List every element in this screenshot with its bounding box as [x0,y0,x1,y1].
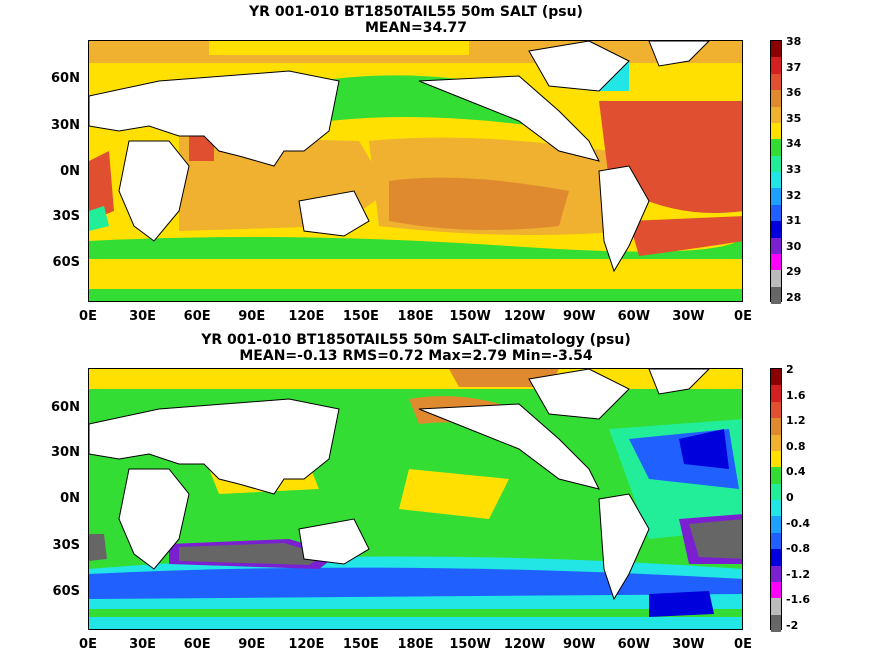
map2-colorbar-label: -1.6 [786,593,811,607]
map2-lon-label: 150W [449,637,491,652]
map1-colorbar-swatch [771,139,781,157]
map1-lon-label: 150E [342,309,379,324]
map1-colorbar-swatch [771,237,781,255]
map1-colorbar-label: 34 [786,137,802,151]
map1-lon-label: 120E [288,309,325,324]
map2-colorbar-swatch [771,598,781,616]
map1-colorbar-label: 37 [786,60,802,74]
map1-lat-30n: 30N [51,118,80,133]
map1-colorbar-swatch [771,270,781,288]
map2-colorbar-swatch [771,500,781,517]
map1-colorbar-swatch [771,204,781,222]
map2-colorbar-swatch [771,532,781,550]
map1-title: YR 001-010 BT1850TAIL55 50m SALT (psu) [249,4,583,20]
map2-colorbar-label: 0.8 [786,439,806,453]
map1-colorbar-label: 33 [786,163,802,176]
map2-lat-60s: 60S [52,584,80,599]
map2-lon-label: 120E [288,637,325,652]
map2-colorbar-swatch [771,565,781,583]
map2-salinity-anomaly [88,368,743,630]
map1-colorbar-swatch [771,41,781,58]
map1-lon-label: 60W [617,309,651,324]
map2-colorbar-swatch [771,450,781,468]
map1-lon-label: 180E [397,309,434,324]
map2-lon-label: 180E [397,637,434,652]
map1-colorbar-swatch [771,122,781,140]
map1-colorbar-swatch [771,57,781,75]
map2-colorbar-swatch [771,483,781,501]
map1-lon-label: 60E [183,309,211,324]
map2-lon-label: 30E [129,637,157,652]
map1-colorbar-label: 28 [786,291,802,304]
map2-colorbar-swatch [771,434,781,452]
map1-lat-60s: 60S [52,255,80,270]
map2-lon-label: 0E [734,637,752,652]
map2-colorbar-label: -0.8 [786,542,811,556]
map2-lon-label: 150E [342,637,379,652]
map2-lon-label: 0E [79,637,97,652]
map2-colorbar-label: -1.2 [786,567,811,581]
map1-colorbar-label: 35 [786,111,802,125]
map2-lat-30s: 30S [52,538,80,553]
map2-colorbar-label: 0 [786,491,794,504]
map1-lon-label: 0E [79,309,97,324]
map2-colorbar-label: -2 [786,619,799,632]
map1-colorbar [770,40,782,304]
map1-colorbar-swatch [771,172,781,189]
map1-colorbar-label: 30 [786,239,802,253]
map2-lon-label: 60E [183,637,211,652]
map2-lon-label: 90E [238,637,266,652]
map2-lon-label: 90W [563,637,596,652]
map2-colorbar-swatch [771,385,781,403]
map2-stats: MEAN=-0.13 RMS=0.72 Max=2.79 Min=-3.54 [239,348,593,364]
map2-colorbar [770,368,782,632]
map1-lat-60n: 60N [51,71,80,86]
map1-colorbar-swatch [771,90,781,107]
map1-colorbar-swatch [771,286,781,304]
map1-colorbar-swatch [771,73,781,91]
map1-lon-label: 30W [672,309,705,324]
map2-lon-label: 30W [672,637,705,652]
map2-colorbar-swatch [771,401,781,419]
map1-lat-0n: 0N [60,164,80,179]
map2-colorbar-label: 0.4 [786,465,806,479]
map2-colorbar-label: -0.4 [786,516,811,530]
map1-colorbar-swatch [771,188,781,206]
map1-colorbar-swatch [771,155,781,173]
map1-lat-30s: 30S [52,209,80,224]
map1-lon-label: 90W [563,309,596,324]
map1-lon-label: 150W [449,309,491,324]
map1-colorbar-label: 38 [786,35,802,48]
map1-lon-label: 30E [129,309,157,324]
map1-lon-label: 90E [238,309,266,324]
map2-colorbar-label: 1.6 [786,388,806,402]
map1-salinity [88,40,743,302]
map1-colorbar-label: 29 [786,265,802,279]
map1-lon-label: 0E [734,309,752,324]
map1-colorbar-label: 31 [786,214,802,228]
map2-colorbar-swatch [771,516,781,534]
map1-colorbar-label: 36 [786,86,802,100]
map1-colorbar-swatch [771,253,781,271]
map2-colorbar-swatch [771,369,781,386]
map2-title: YR 001-010 BT1850TAIL55 50m SALT-climato… [201,332,631,348]
map2-colorbar-label: 2 [786,363,794,376]
map2-colorbar-swatch [771,549,781,566]
map2-colorbar-label: 1.2 [786,414,806,428]
map1-colorbar-swatch [771,221,781,238]
map1-colorbar-label: 32 [786,188,802,202]
map2-lon-label: 120W [503,637,546,652]
map2-lat-0n: 0N [60,491,80,506]
map1-mean: MEAN=34.77 [364,20,468,36]
map1-colorbar-swatch [771,106,781,124]
map2-colorbar-swatch [771,614,781,632]
map2-colorbar-swatch [771,418,781,435]
map2-colorbar-swatch [771,467,781,485]
map2-colorbar-swatch [771,581,781,599]
map1-lon-label: 120W [503,309,546,324]
map2-lat-60n: 60N [51,400,80,415]
map2-lat-30n: 30N [51,445,80,460]
map2-lon-label: 60W [617,637,651,652]
